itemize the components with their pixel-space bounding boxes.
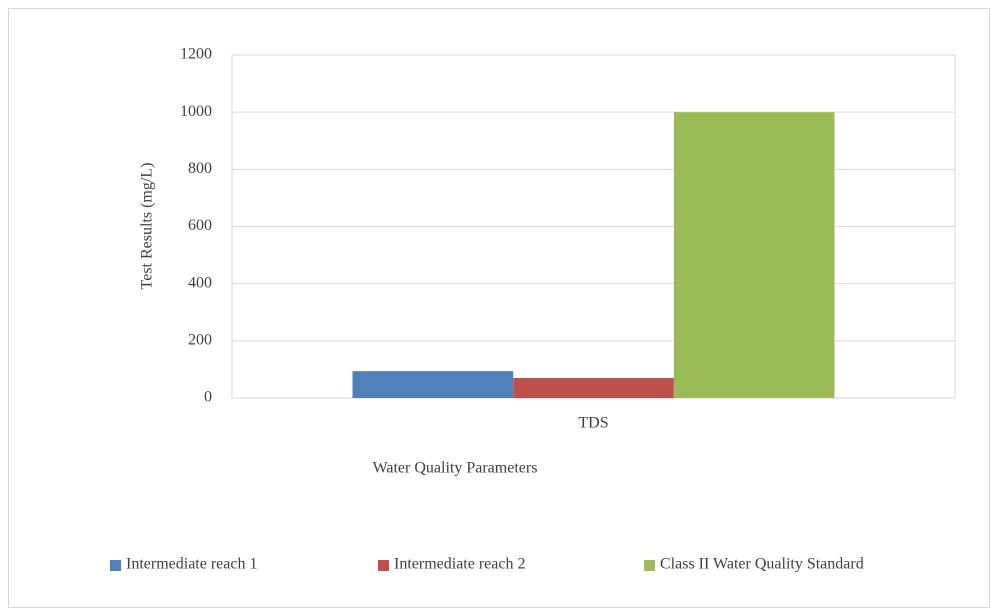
x-tick-label: TDS bbox=[578, 415, 608, 432]
legend-label: Intermediate reach 1 bbox=[126, 556, 257, 573]
y-tick-label: 400 bbox=[188, 274, 212, 291]
legend-label: Intermediate reach 2 bbox=[394, 556, 525, 573]
bar bbox=[673, 112, 835, 399]
legend-swatch bbox=[378, 560, 389, 571]
y-tick-label: 800 bbox=[188, 160, 212, 177]
y-tick-label: 600 bbox=[188, 217, 212, 234]
x-axis-title: Water Quality Parameters bbox=[373, 460, 538, 477]
y-tick-label: 200 bbox=[188, 332, 212, 349]
y-tick-label: 1000 bbox=[180, 103, 212, 120]
bar bbox=[513, 377, 674, 398]
chart-frame bbox=[8, 8, 990, 608]
legend-label: Class II Water Quality Standard bbox=[660, 556, 864, 573]
y-tick-label: 0 bbox=[204, 389, 212, 406]
bar bbox=[352, 371, 514, 398]
legend-swatch bbox=[644, 560, 655, 571]
legend-swatch bbox=[110, 560, 121, 571]
y-axis-title: Test Results (mg/L) bbox=[139, 163, 156, 290]
y-tick-label: 1200 bbox=[180, 46, 212, 63]
